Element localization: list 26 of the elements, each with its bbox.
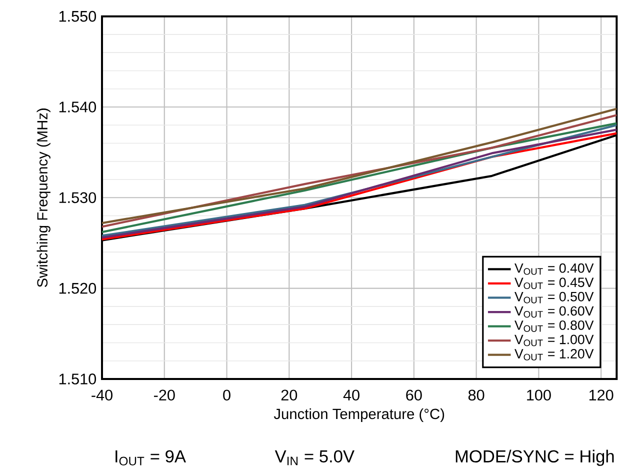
y-tick-label: 1.550 xyxy=(59,10,96,22)
legend-label: V$_{OUT}$ = 0.40V xyxy=(514,263,594,275)
x-tick-label: -20 xyxy=(154,390,175,401)
legend-label: V$_{OUT}$ = 0.60V xyxy=(514,306,594,318)
legend-label: V$_{OUT}$ = 0.45V xyxy=(514,278,594,290)
legend-label: V$_{OUT}$ = 1.00V xyxy=(514,334,594,346)
text: I$_{OUT}$ = 9A xyxy=(116,450,186,466)
x-tick-label: 60 xyxy=(406,390,422,401)
y-tick-label: 1.540 xyxy=(59,102,96,112)
legend-label: V$_{OUT}$ = 1.20V xyxy=(514,349,594,360)
x-tick-label: -40 xyxy=(92,390,112,401)
x-tick-label: 80 xyxy=(468,390,484,401)
x-tick-label: 0 xyxy=(223,390,230,401)
x-tick-label: 120 xyxy=(589,390,614,401)
text: MODE/SYNC = High xyxy=(456,450,614,466)
x-tick-label: 40 xyxy=(343,390,360,401)
y-tick-label: 1.520 xyxy=(59,282,96,294)
text: V$_{IN}$ = 5.0V xyxy=(274,450,354,466)
legend-label: V$_{OUT}$ = 0.50V xyxy=(514,292,594,304)
y-axis-title: Switching Frequency (MHz) xyxy=(36,108,50,288)
y-tick-label: 1.510 xyxy=(59,374,96,384)
x-axis-title: Junction Temperature (°C) xyxy=(274,408,444,422)
y-tick-label: 1.530 xyxy=(59,192,96,204)
x-tick-label: 20 xyxy=(281,390,298,401)
legend-label: V$_{OUT}$ = 0.80V xyxy=(514,320,594,332)
x-tick-label: 100 xyxy=(527,390,551,401)
